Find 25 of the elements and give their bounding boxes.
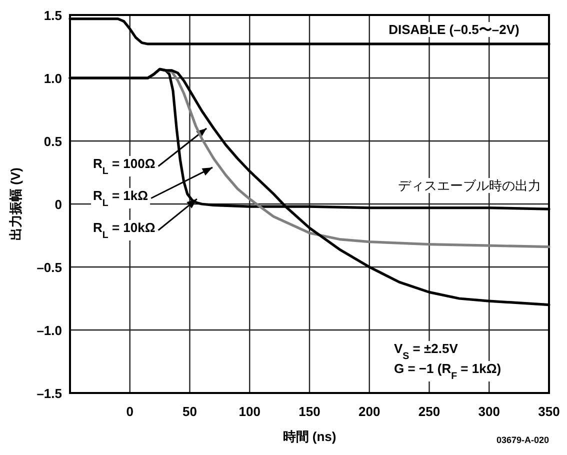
x-tick-label: 0: [126, 404, 134, 419]
annotation: G = −1 (R$_{F}$ = 1kΩ): [394, 361, 502, 382]
x-axis-title: 時間 (ns): [282, 429, 336, 444]
y-tick-label: 0.5: [44, 134, 62, 149]
x-tick-label: 100: [238, 404, 260, 419]
y-axis-title: 出力振幅 (V): [8, 168, 23, 240]
annotation: ディスエーブル時の出力: [398, 178, 541, 193]
annotation: R$_{L}$ = 1kΩ: [93, 188, 148, 208]
x-tick-label: 300: [478, 404, 500, 419]
y-tick-label: 1.5: [44, 8, 62, 23]
annotation: R$_{L}$ = 10kΩ: [93, 220, 156, 240]
y-tick-label: –0.5: [36, 260, 62, 275]
y-tick-label: 1.0: [44, 71, 62, 86]
y-tick-label: –1.5: [36, 386, 62, 401]
annotation: V$_{S}$ = ±2.5V: [394, 341, 458, 362]
x-tick-label: 150: [298, 404, 320, 419]
x-tick-label: 200: [358, 404, 380, 419]
annotation: R$_{L}$ = 100Ω: [93, 156, 156, 176]
y-tick-label: 0: [54, 197, 62, 212]
x-tick-label: 250: [418, 404, 440, 419]
y-tick-label: –1.0: [36, 323, 62, 338]
text: 03679-A-020: [496, 435, 549, 445]
series-label: DISABLE (–0.5〜–2V): [388, 22, 520, 37]
x-tick-label: 350: [538, 404, 560, 419]
x-tick-label: 50: [182, 404, 197, 419]
